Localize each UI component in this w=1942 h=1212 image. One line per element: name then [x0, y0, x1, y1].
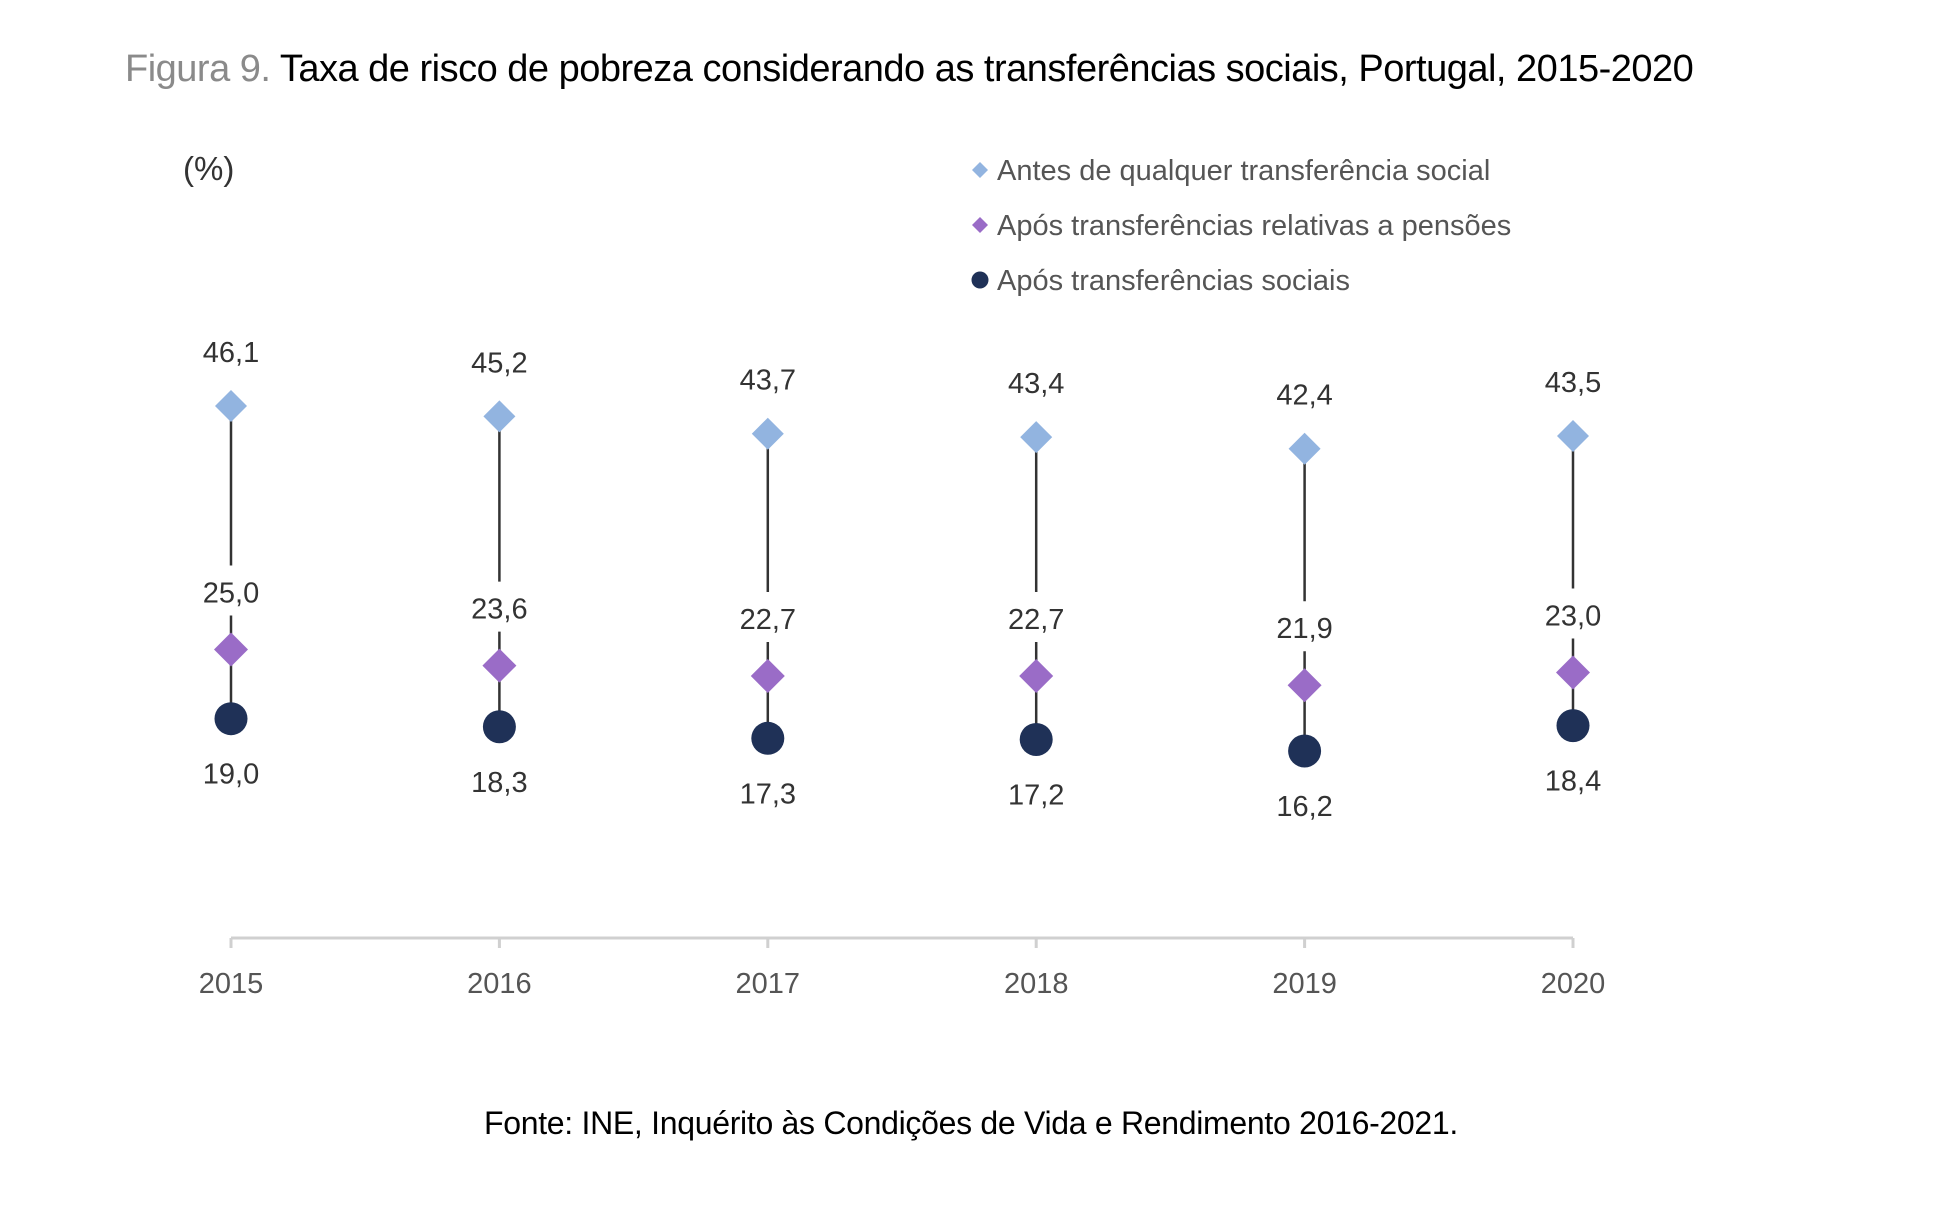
legend-label: Antes de qualquer transferência social [997, 155, 1490, 187]
marker-after-pensions [750, 659, 785, 693]
x-tick-label: 2016 [467, 968, 532, 1000]
marker-after-pensions [482, 648, 517, 683]
marker-after-social-transfers [751, 721, 785, 755]
label-before-transfers: 42,4 [1276, 380, 1332, 412]
label-after-social-transfers: 19,0 [203, 759, 259, 791]
marker-before-transfers [215, 390, 247, 422]
x-tick-label: 2015 [199, 968, 264, 1000]
source-text: INE, Inquérito às Condições de Vida e Re… [581, 1105, 1459, 1141]
label-after-social-transfers: 18,4 [1545, 766, 1601, 798]
label-before-transfers: 43,7 [740, 365, 796, 397]
marker-after-pensions [1019, 659, 1054, 693]
x-tick-label: 2017 [736, 968, 801, 1000]
poverty-rate-chart: 2015 2016 2017 2018 2019 2020 46,1 25,0 19,0 45,… [183, 150, 1606, 1000]
label-after-social-transfers: 17,3 [740, 778, 796, 810]
marker-before-transfers [483, 400, 516, 433]
marker-after-social-transfers [482, 710, 516, 744]
label-after-pensions: 23,0 [1545, 601, 1601, 633]
x-tick-label: 2020 [1541, 968, 1606, 1000]
connector-lines [229, 406, 1575, 751]
source-note: Fonte: INE, Inquérito às Condições de Vi… [0, 1105, 1942, 1142]
legend-label: Após transferências sociais [997, 265, 1350, 297]
legend-marker-diamond [972, 162, 988, 178]
y-unit-label: (%) [183, 150, 234, 187]
label-after-social-transfers: 17,2 [1008, 779, 1064, 811]
label-before-transfers: 45,2 [471, 347, 527, 379]
x-axis: 2015 2016 2017 2018 2019 2020 [199, 936, 1606, 1000]
data-labels: 46,1 25,0 19,0 45,2 23,6 18,3 43,7 22,7 17,3 43,4… [203, 337, 1601, 823]
legend: Antes de qualquer transferência social Ap… [971, 155, 1511, 297]
marker-after-pensions [1556, 655, 1590, 690]
label-after-social-transfers: 16,2 [1276, 791, 1332, 823]
marker-after-social-transfers [1019, 722, 1053, 756]
x-tick-label: 2019 [1272, 968, 1337, 1000]
marker-before-transfers [1557, 420, 1589, 452]
label-before-transfers: 43,5 [1545, 367, 1601, 399]
source-label: Fonte: [483, 1105, 573, 1141]
marker-before-transfers [751, 417, 784, 450]
label-before-transfers: 46,1 [203, 337, 259, 369]
legend-label: Após transferências relativas a pensões [997, 210, 1511, 242]
marker-after-social-transfers [1556, 709, 1590, 743]
figure-title-text: Taxa de risco de pobreza considerando as… [279, 48, 1694, 90]
data-marks [214, 390, 1590, 768]
label-after-pensions: 22,7 [1008, 604, 1064, 636]
marker-before-transfers [1288, 432, 1321, 465]
figure-number: Figura 9. [125, 48, 271, 90]
x-tick-label: 2018 [1004, 968, 1069, 1000]
marker-after-pensions [1287, 668, 1322, 703]
marker-after-pensions [214, 632, 248, 667]
marker-after-social-transfers [1288, 734, 1322, 768]
marker-before-transfers [1020, 421, 1053, 454]
label-before-transfers: 43,4 [1008, 368, 1064, 400]
label-after-pensions: 21,9 [1276, 613, 1332, 645]
legend-marker-diamond [972, 217, 988, 233]
label-after-pensions: 25,0 [203, 577, 259, 609]
marker-after-social-transfers [214, 702, 248, 736]
legend-marker-circle [971, 271, 989, 289]
label-after-social-transfers: 18,3 [471, 767, 527, 799]
figure-title: Figura 9. Taxa de risco de pobreza consi… [125, 48, 1694, 91]
label-after-pensions: 22,7 [740, 604, 796, 636]
label-after-pensions: 23,6 [471, 594, 527, 626]
